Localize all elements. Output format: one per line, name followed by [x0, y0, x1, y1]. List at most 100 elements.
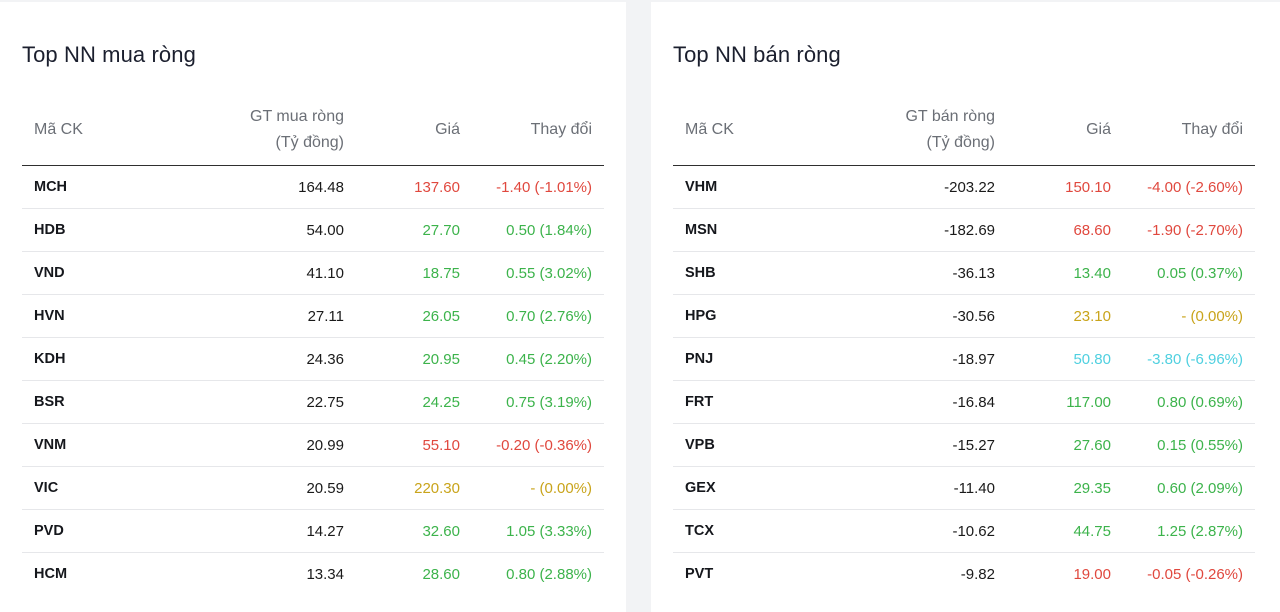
- table-row[interactable]: PVD 14.27 32.60 1.05 (3.33%): [22, 509, 604, 553]
- symbol-cell[interactable]: GEX: [673, 466, 787, 510]
- table-row[interactable]: VND 41.10 18.75 0.55 (3.02%): [22, 251, 604, 295]
- price-cell: 220.30: [356, 466, 472, 510]
- symbol-cell[interactable]: PNJ: [673, 337, 787, 381]
- table-row[interactable]: HPG -30.56 23.10- (0.00%): [673, 294, 1255, 338]
- price-cell: 27.70: [356, 208, 472, 252]
- net-value-cell: -182.69: [787, 208, 1007, 252]
- price-cell: 50.80: [1007, 337, 1123, 381]
- symbol-cell[interactable]: KDH: [22, 337, 136, 381]
- net-value-cell: -203.22: [787, 165, 1007, 209]
- price-cell: 150.10: [1007, 165, 1123, 209]
- net-value-cell: 14.27: [136, 509, 356, 553]
- change-cell: -4.00 (-2.60%): [1123, 165, 1255, 209]
- change-cell: 1.25 (2.87%): [1123, 509, 1255, 553]
- net-sell-table: Mã CK GT bán ròng (Tỷ đồng) Giá Thay đổi…: [673, 94, 1255, 595]
- header-net-value: GT mua ròng (Tỷ đồng): [136, 94, 356, 166]
- top-net-buy-panel: Top NN mua ròng Mã CK GT mua ròng (Tỷ đồ…: [0, 2, 626, 612]
- table-row[interactable]: BSR 22.75 24.25 0.75 (3.19%): [22, 380, 604, 424]
- change-cell: 0.55 (3.02%): [472, 251, 604, 295]
- header-price: Giá: [1007, 94, 1123, 166]
- net-buy-table: Mã CK GT mua ròng (Tỷ đồng) Giá Thay đổi…: [22, 94, 604, 595]
- table-row[interactable]: VNM 20.99 55.10 -0.20 (-0.36%): [22, 423, 604, 467]
- change-cell: 1.05 (3.33%): [472, 509, 604, 553]
- table-row[interactable]: HDB 54.00 27.70 0.50 (1.84%): [22, 208, 604, 252]
- table-row[interactable]: MSN -182.69 68.60 -1.90 (-2.70%): [673, 208, 1255, 252]
- header-symbol: Mã CK: [673, 94, 787, 166]
- net-value-cell: 20.99: [136, 423, 356, 467]
- header-net-value-line2: (Tỷ đồng): [275, 133, 344, 151]
- symbol-cell[interactable]: VPB: [673, 423, 787, 467]
- top-net-sell-panel: Top NN bán ròng Mã CK GT bán ròng (Tỷ đồ…: [651, 2, 1280, 612]
- header-net-value-line1: GT bán ròng: [905, 107, 995, 125]
- symbol-cell[interactable]: VHM: [673, 165, 787, 209]
- header-symbol: Mã CK: [22, 94, 136, 166]
- change-cell: - (0.00%): [1123, 294, 1255, 338]
- header-change: Thay đổi: [472, 94, 604, 166]
- symbol-cell[interactable]: BSR: [22, 380, 136, 424]
- net-value-cell: 164.48: [136, 165, 356, 209]
- price-cell: 68.60: [1007, 208, 1123, 252]
- symbol-cell[interactable]: FRT: [673, 380, 787, 424]
- symbol-cell[interactable]: PVD: [22, 509, 136, 553]
- net-value-cell: -11.40: [787, 466, 1007, 510]
- symbol-cell[interactable]: HVN: [22, 294, 136, 338]
- net-value-cell: 54.00: [136, 208, 356, 252]
- table-row[interactable]: PVT -9.82 19.00 -0.05 (-0.26%): [673, 553, 1255, 596]
- price-cell: 18.75: [356, 251, 472, 295]
- net-sell-rows: VHM -203.22 150.10 -4.00 (-2.60%) MSN -182.6…: [673, 165, 1255, 596]
- table-row[interactable]: VHM -203.22 150.10 -4.00 (-2.60%): [673, 165, 1255, 209]
- table-row[interactable]: HVN 27.11 26.05 0.70 (2.76%): [22, 294, 604, 338]
- price-cell: 137.60: [356, 165, 472, 209]
- price-cell: 32.60: [356, 509, 472, 553]
- table-row[interactable]: VIC 20.59 220.30- (0.00%): [22, 466, 604, 510]
- price-cell: 29.35: [1007, 466, 1123, 510]
- table-row[interactable]: VPB -15.27 27.60 0.15 (0.55%): [673, 423, 1255, 467]
- price-cell: 44.75: [1007, 509, 1123, 553]
- symbol-cell[interactable]: VNM: [22, 423, 136, 467]
- panel-title: Top NN bán ròng: [673, 42, 841, 67]
- change-cell: - (0.00%): [472, 466, 604, 510]
- net-value-cell: -36.13: [787, 251, 1007, 295]
- symbol-cell[interactable]: MSN: [673, 208, 787, 252]
- net-value-cell: -18.97: [787, 337, 1007, 381]
- table-row[interactable]: TCX -10.62 44.75 1.25 (2.87%): [673, 509, 1255, 553]
- net-value-cell: 27.11: [136, 294, 356, 338]
- net-value-cell: 20.59: [136, 466, 356, 510]
- symbol-cell[interactable]: VIC: [22, 466, 136, 510]
- table-row[interactable]: PNJ -18.97 50.80 -3.80 (-6.96%): [673, 337, 1255, 381]
- net-value-cell: -9.82: [960, 565, 995, 583]
- table-row[interactable]: FRT -16.84 117.00 0.80 (0.69%): [673, 380, 1255, 424]
- table-row[interactable]: MCH 164.48 137.60 -1.40 (-1.01%): [22, 165, 604, 209]
- symbol-cell[interactable]: MCH: [22, 165, 136, 209]
- symbol-cell[interactable]: SHB: [673, 251, 787, 295]
- net-value-cell: 13.34: [306, 565, 344, 583]
- price-cell: 19.00: [1073, 565, 1111, 583]
- table-row[interactable]: GEX -11.40 29.35 0.60 (2.09%): [673, 466, 1255, 510]
- panel-title: Top NN mua ròng: [22, 42, 196, 67]
- price-cell: 23.10: [1007, 294, 1123, 338]
- net-value-cell: 41.10: [136, 251, 356, 295]
- symbol-cell[interactable]: PVT: [685, 566, 714, 582]
- symbol-cell[interactable]: HPG: [673, 294, 787, 338]
- change-cell: 0.15 (0.55%): [1123, 423, 1255, 467]
- change-cell: 0.60 (2.09%): [1123, 466, 1255, 510]
- change-cell: -0.20 (-0.36%): [472, 423, 604, 467]
- table-row[interactable]: HCM 13.34 28.60 0.80 (2.88%): [22, 553, 604, 596]
- change-cell: 0.80 (0.69%): [1123, 380, 1255, 424]
- symbol-cell[interactable]: TCX: [673, 509, 787, 553]
- header-change: Thay đổi: [1123, 94, 1255, 166]
- price-cell: 27.60: [1007, 423, 1123, 467]
- symbol-cell[interactable]: VND: [22, 251, 136, 295]
- price-cell: 13.40: [1007, 251, 1123, 295]
- change-cell: -0.05 (-0.26%): [1147, 565, 1243, 583]
- table-header-row: Mã CK GT bán ròng (Tỷ đồng) Giá Thay đổi: [673, 94, 1255, 166]
- change-cell: 0.70 (2.76%): [472, 294, 604, 338]
- symbol-cell[interactable]: HCM: [34, 566, 68, 582]
- symbol-cell[interactable]: HDB: [22, 208, 136, 252]
- net-value-cell: 22.75: [136, 380, 356, 424]
- table-row[interactable]: SHB -36.13 13.40 0.05 (0.37%): [673, 251, 1255, 295]
- table-row[interactable]: KDH 24.36 20.95 0.45 (2.20%): [22, 337, 604, 381]
- change-cell: 0.75 (3.19%): [472, 380, 604, 424]
- header-net-value-line1: GT mua ròng: [250, 107, 344, 125]
